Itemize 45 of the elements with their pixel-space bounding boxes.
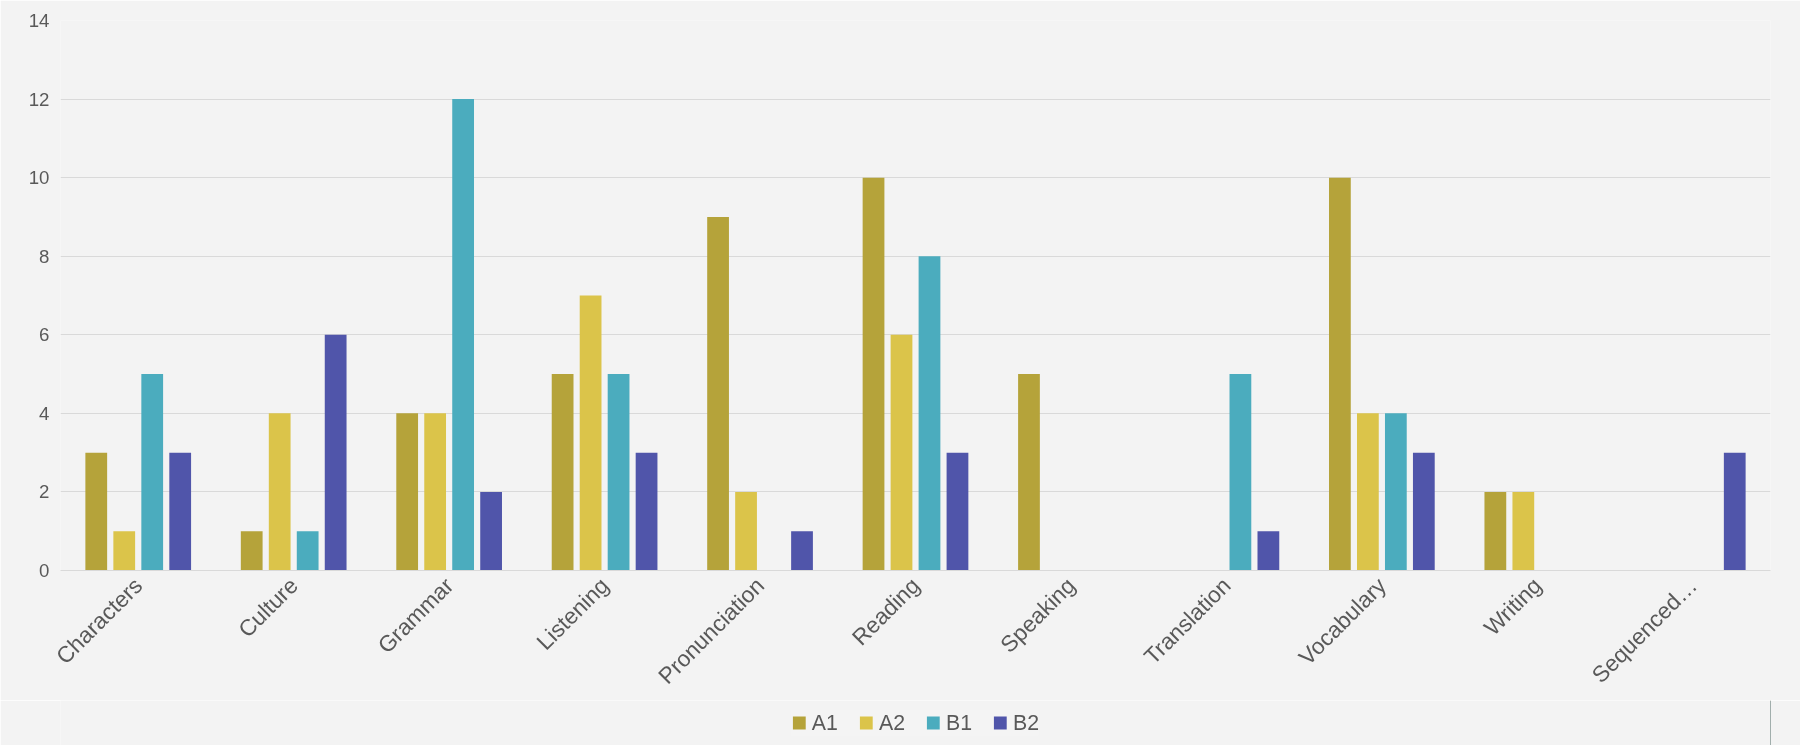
- bar: [85, 452, 108, 571]
- bar: [1229, 374, 1252, 571]
- bar: [296, 531, 319, 571]
- y-tick-label: 0: [39, 560, 50, 581]
- bar: [862, 177, 885, 571]
- legend-label: B1: [946, 710, 973, 735]
- bar: [1257, 531, 1280, 571]
- y-tick-label: 14: [28, 10, 50, 31]
- bar: [579, 295, 602, 571]
- bar: [791, 531, 813, 571]
- bar: [396, 413, 419, 571]
- y-tick-label: 4: [39, 402, 50, 424]
- y-tick-label: 2: [39, 481, 50, 503]
- legend-label: B2: [1013, 710, 1040, 735]
- bar: [141, 374, 164, 571]
- bar: [1329, 177, 1351, 571]
- bar: [1723, 452, 1746, 571]
- bar: [268, 413, 291, 571]
- bar: [607, 374, 630, 571]
- bar: [1512, 491, 1535, 571]
- bar: [918, 256, 941, 571]
- bar: [1018, 374, 1040, 571]
- bar: [1384, 413, 1407, 571]
- y-tick-label: 12: [28, 88, 50, 110]
- bar: [1356, 413, 1379, 571]
- legend-label: A2: [878, 710, 905, 735]
- bar: [169, 452, 192, 571]
- bar: [707, 216, 729, 571]
- bar: [635, 452, 658, 571]
- y-tick-label: 6: [39, 324, 50, 346]
- bar: [1484, 491, 1507, 571]
- y-tick-label: 8: [39, 245, 50, 267]
- y-tick-label: 10: [28, 167, 50, 189]
- bar: [240, 531, 263, 571]
- legend-label: A1: [811, 710, 838, 735]
- bar: [424, 413, 447, 571]
- bar: [946, 452, 969, 571]
- bar: [452, 99, 475, 571]
- bar: [480, 491, 502, 571]
- bar: [324, 334, 347, 571]
- bar: [1412, 452, 1435, 571]
- bar: [551, 374, 574, 571]
- bar: [113, 531, 136, 571]
- bar: [735, 491, 757, 571]
- bar: [890, 334, 913, 571]
